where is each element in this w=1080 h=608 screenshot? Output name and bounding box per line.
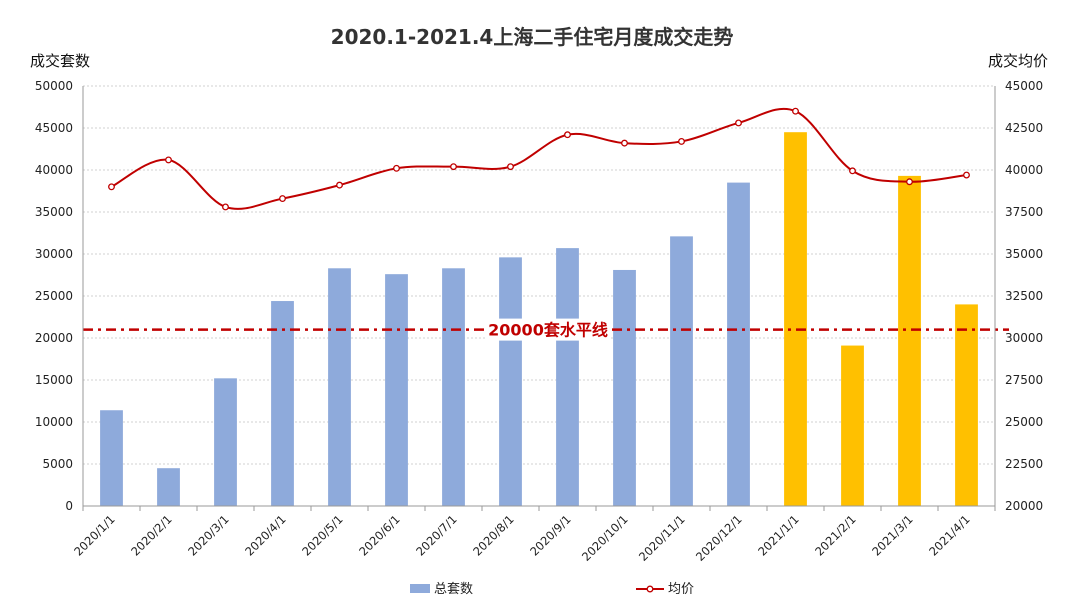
y2-tick-label: 37500: [1005, 205, 1043, 219]
y2-tick-label: 32500: [1005, 289, 1043, 303]
chart-title: 2020.1-2021.4上海二手住宅月度成交走势: [331, 25, 734, 49]
y-tick-label: 45000: [35, 121, 73, 135]
line-point: [792, 107, 799, 115]
line-point: [450, 163, 457, 171]
y-tick-label: 40000: [35, 163, 73, 177]
bar: [841, 345, 864, 506]
y-tick-label: 30000: [35, 247, 73, 261]
legend-swatch-bars: [410, 584, 430, 593]
x-tick-label: 2021/1/1: [755, 512, 801, 558]
price-line: [111, 107, 967, 210]
line-point: [279, 195, 286, 203]
bar: [613, 269, 636, 506]
bar: [214, 378, 237, 506]
y-tick-label: 50000: [35, 79, 73, 93]
line-point: [906, 178, 913, 186]
reference-line-label: 20000套水平线: [488, 321, 608, 340]
y2-tick-label: 25000: [1005, 415, 1043, 429]
line-series: [108, 107, 970, 211]
x-tick-label: 2020/10/1: [579, 512, 631, 564]
x-tick-label: 2021/4/1: [926, 512, 972, 558]
reference-line-group: 20000套水平线: [83, 318, 1009, 341]
x-tick-label: 2020/9/1: [527, 512, 573, 558]
legend-label-bars: 总套数: [434, 581, 473, 597]
bar: [955, 304, 978, 506]
line-point: [564, 131, 571, 139]
y-tick-label: 25000: [35, 289, 73, 303]
x-tick-label: 2020/2/1: [128, 512, 174, 558]
x-tick-label: 2021/2/1: [812, 512, 858, 558]
legend-label-line: 均价: [668, 582, 694, 597]
bar: [727, 182, 750, 506]
x-tick-label: 2020/5/1: [299, 512, 345, 558]
bar: [271, 301, 294, 506]
bar: [556, 248, 579, 506]
y2-tick-label: 20000: [1005, 499, 1043, 513]
x-tick-label: 2020/11/1: [636, 512, 688, 564]
y-tick-label: 35000: [35, 205, 73, 219]
line-point: [222, 203, 229, 211]
y2-tick-label: 42500: [1005, 121, 1043, 135]
bar: [157, 468, 180, 506]
bar: [385, 274, 408, 506]
line-point: [165, 156, 172, 164]
y-tick-label: 20000: [35, 331, 73, 345]
line-point: [678, 137, 685, 145]
line-point: [336, 181, 343, 189]
line-point: [735, 119, 742, 127]
x-tick-label: 2021/3/1: [869, 512, 915, 558]
bar: [442, 268, 465, 506]
legend-swatch-marker: [646, 585, 654, 593]
bar: [784, 132, 807, 506]
line-point: [621, 139, 628, 147]
x-tick-label: 2020/1/1: [71, 512, 117, 558]
bar-series: [100, 132, 978, 507]
legend: 总套数 均价: [410, 581, 694, 597]
y2-tick-label: 22500: [1005, 457, 1043, 471]
bar: [670, 236, 693, 507]
y2-tick-label: 45000: [1005, 79, 1043, 93]
line-point: [507, 163, 514, 171]
reference-label-bg: [485, 318, 611, 341]
y-tick-label: 5000: [42, 457, 73, 471]
y-tick-label: 15000: [35, 373, 73, 387]
y2-axis-title: 成交均价: [988, 52, 1048, 70]
x-tick-label: 2020/6/1: [356, 512, 402, 558]
x-tick-label: 2020/8/1: [470, 512, 516, 558]
y2-tick-label: 27500: [1005, 373, 1043, 387]
bar: [100, 410, 123, 506]
y-tick-label: 0: [65, 499, 73, 513]
y-axis-title: 成交套数: [30, 52, 90, 70]
line-point: [393, 164, 400, 172]
x-tick-label: 2020/12/1: [693, 512, 745, 564]
x-tick-label: 2020/7/1: [413, 512, 459, 558]
y2-tick-label: 30000: [1005, 331, 1043, 345]
line-point: [963, 171, 970, 179]
x-tick-label: 2020/4/1: [242, 512, 288, 558]
y2-tick-label: 40000: [1005, 163, 1043, 177]
line-point: [849, 167, 856, 175]
bar: [898, 175, 921, 506]
line-point: [108, 183, 115, 191]
x-tick-label: 2020/3/1: [185, 512, 231, 558]
y2-tick-label: 35000: [1005, 247, 1043, 261]
y-tick-label: 10000: [35, 415, 73, 429]
bar: [499, 257, 522, 506]
bar: [328, 268, 351, 506]
